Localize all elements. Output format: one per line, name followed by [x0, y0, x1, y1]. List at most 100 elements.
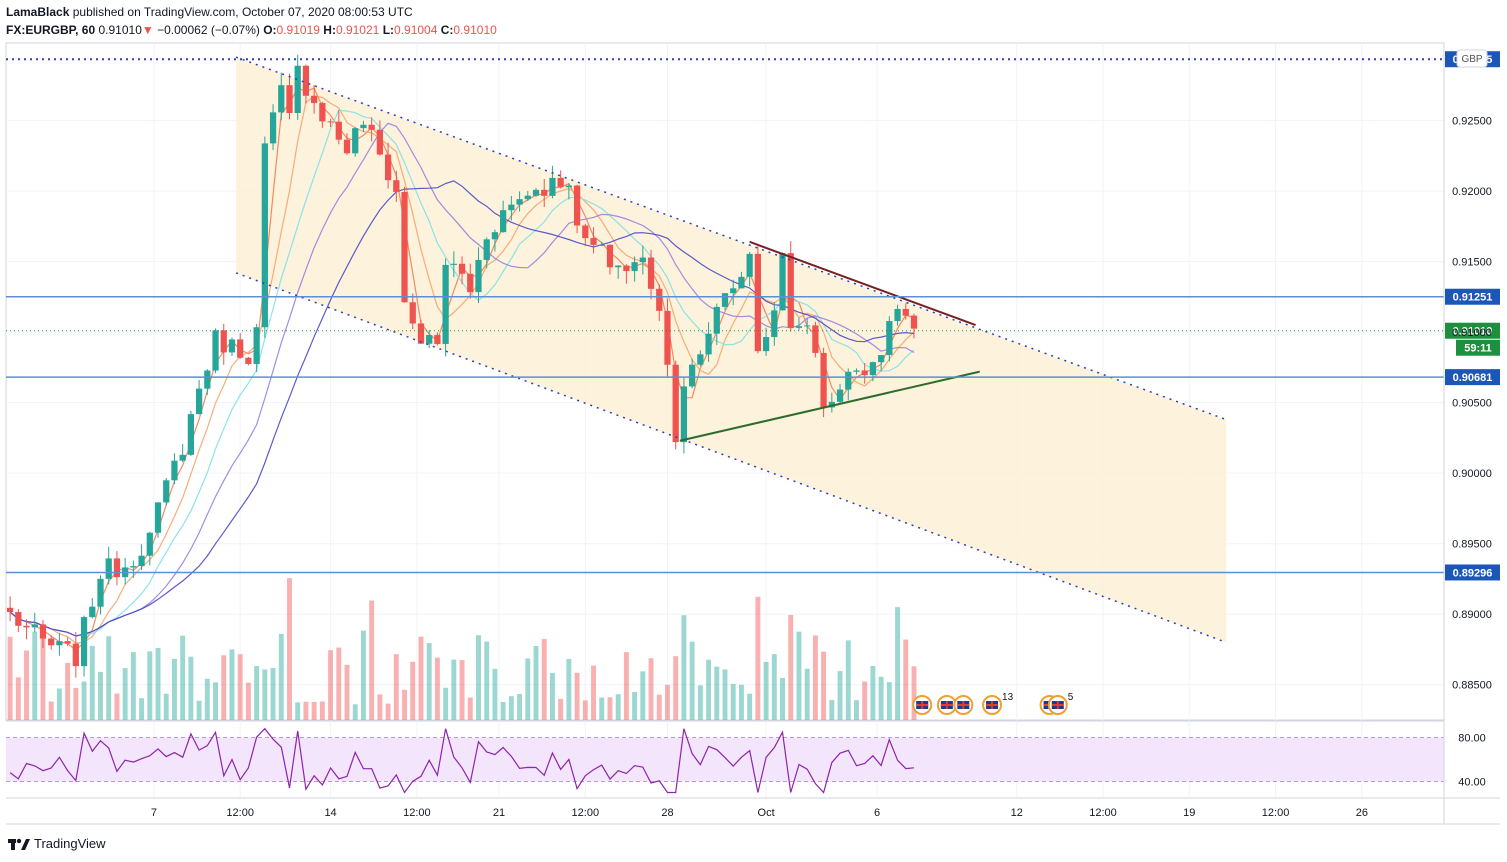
brand[interactable]: TradingView: [8, 836, 106, 851]
y-tick-label: 0.90000: [1452, 468, 1492, 480]
candle-body: [23, 625, 30, 628]
x-tick-label: 12:00: [226, 807, 254, 819]
candle-body: [245, 357, 252, 364]
candle-body: [442, 264, 449, 344]
rsi-line: [9, 727, 915, 794]
volume-bar: [632, 691, 638, 720]
candle-body: [910, 315, 918, 329]
candle-body: [573, 185, 581, 226]
candle-body: [97, 578, 104, 607]
volume-bar: [328, 650, 334, 720]
down-arrow-icon: ▼: [141, 23, 154, 37]
candle-body: [475, 259, 482, 293]
candle-body: [549, 177, 556, 196]
candle-body: [384, 154, 392, 181]
volume-bar: [81, 681, 87, 720]
x-tick-label: 26: [1356, 807, 1368, 819]
volume-bar: [500, 702, 506, 720]
volume-bar: [533, 645, 539, 720]
volume-bar: [706, 659, 712, 720]
event-count: 5: [1068, 692, 1074, 703]
volume-bar: [352, 704, 358, 720]
candle-body: [615, 265, 622, 268]
candle-body: [746, 253, 753, 277]
volume-bar: [139, 698, 145, 720]
price-channel: [236, 57, 1227, 643]
y-tick-label: 0.89500: [1452, 539, 1492, 551]
volume-bar: [303, 701, 309, 720]
candle-body: [606, 244, 614, 268]
candle-body: [253, 327, 260, 364]
volume-bar: [689, 641, 695, 720]
volume-bar: [311, 701, 317, 720]
volume-bar: [426, 643, 432, 720]
volume-bar: [763, 661, 769, 720]
volume-bar: [812, 635, 818, 720]
candle-body: [672, 364, 679, 443]
candle-body: [401, 191, 408, 303]
x-tick-label: 12:00: [1262, 807, 1290, 819]
candle-body: [565, 185, 572, 188]
volume-bar: [32, 631, 38, 720]
x-tick-label: 7: [151, 807, 157, 819]
candle-body: [343, 139, 351, 154]
candle-body: [31, 624, 38, 628]
volume-bar: [492, 668, 498, 720]
candle-body: [228, 339, 236, 353]
channel-fill: [236, 57, 1227, 643]
volume-bar: [673, 656, 679, 720]
candle-body: [15, 612, 22, 626]
volume-bar: [459, 660, 465, 720]
volume-bar: [771, 654, 777, 720]
volume-bar: [163, 693, 169, 720]
candle-body: [286, 85, 293, 113]
candle-body: [697, 354, 704, 365]
candle-body: [779, 253, 786, 311]
volume-bar: [541, 638, 547, 720]
candle-body: [467, 273, 474, 293]
candle-body: [220, 330, 227, 353]
volume-bar: [319, 701, 325, 720]
candle-body: [804, 325, 811, 327]
volume-bar: [582, 700, 588, 720]
y-tick-label: 0.89000: [1452, 609, 1492, 621]
candle-body: [368, 124, 375, 130]
volume-bar: [229, 649, 235, 720]
y-tick-label: 0.91000: [1452, 327, 1492, 339]
volume-bar: [895, 607, 901, 720]
x-tick-label: 12:00: [403, 807, 431, 819]
trendline-support: [679, 370, 980, 442]
candle-body: [639, 257, 646, 263]
drawings[interactable]: [6, 56, 1444, 644]
volume-bar: [443, 687, 449, 720]
volume-bar: [755, 596, 761, 720]
volume-bar: [648, 658, 654, 720]
price-label-bg: [1445, 564, 1500, 581]
volume-bar: [410, 661, 416, 720]
volume-bar: [697, 685, 703, 720]
candle-body: [80, 617, 88, 667]
event-markers[interactable]: 13 5: [912, 692, 1074, 715]
candle-body: [647, 257, 655, 289]
symbol-label[interactable]: FX:EURGBP, 60: [6, 23, 96, 37]
candle-body: [6, 607, 14, 613]
price-label-bg: [1445, 322, 1500, 339]
price-label-bg: [1445, 369, 1500, 386]
volume-bar: [730, 683, 736, 720]
volume-bar: [525, 658, 531, 720]
volume-bar: [780, 677, 785, 720]
candle-body: [689, 364, 696, 387]
volume-bar: [188, 656, 194, 720]
volume-bar: [171, 658, 177, 720]
volume-bar: [130, 652, 136, 720]
rsi-axis-label: 80.00: [1458, 733, 1486, 745]
author[interactable]: LamaBlack: [6, 5, 70, 19]
volume-bar: [434, 657, 440, 720]
candle-body: [557, 177, 564, 188]
candle-body: [902, 308, 909, 316]
volume-bar: [213, 682, 219, 720]
volume-bar: [147, 651, 153, 720]
volume-bar: [549, 672, 555, 720]
candle-body: [352, 128, 359, 154]
